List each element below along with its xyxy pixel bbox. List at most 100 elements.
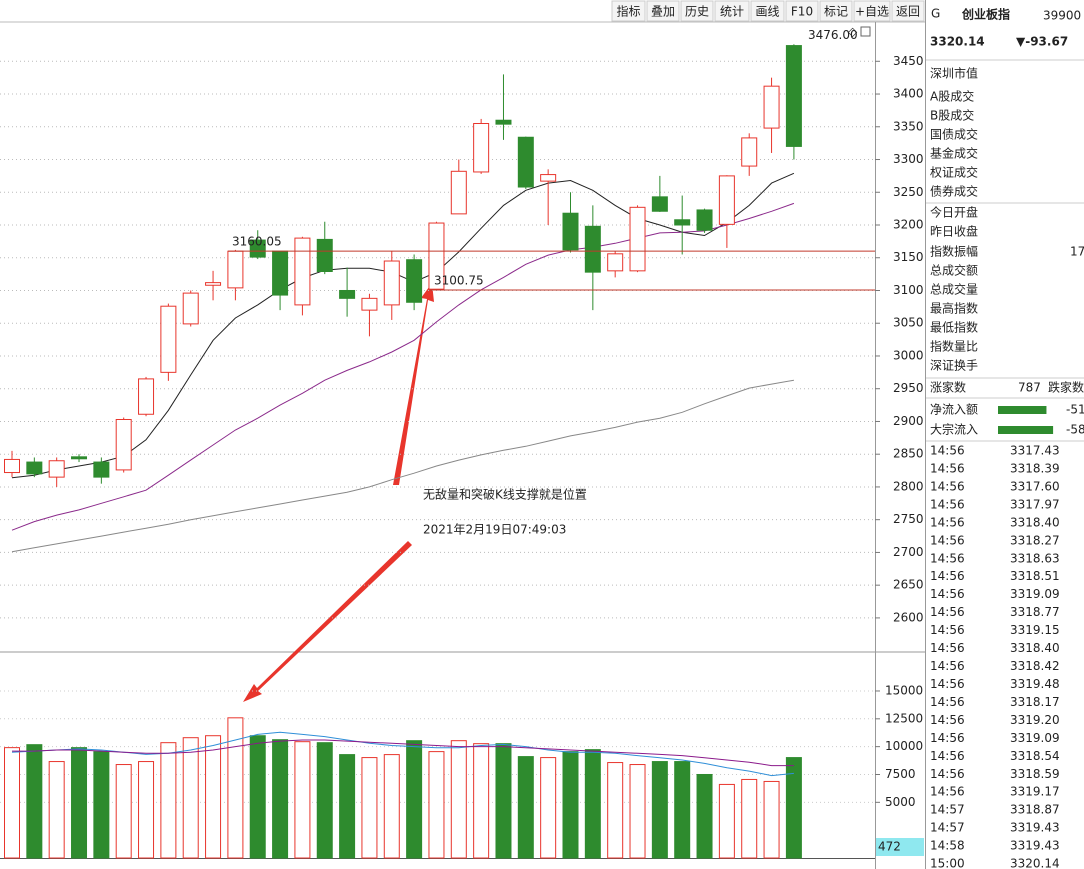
flow-label: 大宗流入 [930, 422, 978, 437]
toolbar-button[interactable] [819, 0, 853, 22]
trade-time: 14:56 [930, 533, 965, 547]
field-label: 最高指数 [930, 301, 978, 316]
candle-body [294, 237, 311, 306]
toolbar-button[interactable] [714, 0, 750, 22]
field-label: 国债成交 [930, 127, 978, 142]
candle-body [674, 219, 691, 226]
volume-bar [160, 742, 177, 859]
volume-bar [115, 764, 132, 859]
candle-body [718, 175, 735, 225]
toolbar-button[interactable] [750, 0, 785, 22]
trade-price: 3317.97 [1010, 497, 1060, 511]
candle-body [272, 250, 289, 296]
candle-body [339, 289, 356, 299]
y-tick-label: 2650 [893, 578, 924, 592]
toolbar-button[interactable] [891, 0, 925, 22]
candle-body [383, 260, 400, 306]
volume-bar [205, 735, 222, 859]
field-label: 最低指数 [930, 320, 978, 335]
field-label: 今日开盘 [930, 205, 978, 220]
toolbar-label[interactable]: 画线 [755, 5, 779, 19]
trade-time: 15:00 [930, 857, 965, 869]
volume-bar [294, 741, 311, 859]
volume-bar [517, 756, 534, 859]
trade-price: 3320.14 [1010, 857, 1060, 869]
y-tick-label: 5000 [885, 795, 916, 809]
volume-bar [227, 717, 244, 859]
flow-bar [998, 426, 1054, 434]
volume-bar [428, 751, 445, 859]
toolbar-label[interactable]: 标记 [824, 5, 848, 19]
volume-bar [406, 740, 423, 859]
icon-box[interactable] [860, 26, 871, 37]
last-price: 3320.14 [930, 35, 985, 49]
y-tick-label: 2900 [893, 414, 924, 428]
moving-average [11, 202, 795, 531]
y-tick-label: 3150 [893, 250, 924, 264]
y-tick-label: 3050 [893, 316, 924, 330]
trade-time: 14:56 [930, 515, 965, 529]
trade-time: 14:56 [930, 569, 965, 583]
trade-time: 14:56 [930, 731, 965, 745]
flag: G [931, 7, 940, 21]
trade-price: 3319.17 [1010, 785, 1060, 799]
trade-time: 14:56 [930, 767, 965, 781]
candle-body [406, 259, 423, 303]
toolbar-label[interactable]: 历史 [685, 5, 709, 19]
price-annotation: 3476.00 [808, 28, 858, 42]
breadth-value: 787 [1018, 381, 1041, 395]
volume-bar [272, 739, 289, 859]
price-annotation: 3100.75 [434, 273, 484, 287]
moving-average [11, 172, 795, 479]
candle-body [227, 250, 244, 289]
field-label: 债券成交 [930, 184, 978, 199]
candle-body [205, 282, 222, 286]
toolbar-label[interactable]: 返回 [896, 5, 920, 19]
volume-bar [26, 744, 43, 859]
annotation-text: 无敌量和突破K线支撑就是位置 [423, 487, 587, 502]
candle-body [741, 137, 758, 167]
toolbar-button[interactable] [853, 0, 891, 22]
candle-body [182, 292, 199, 325]
volume-bar [718, 783, 735, 859]
trade-price: 3318.40 [1010, 515, 1060, 529]
volume-bar [785, 757, 802, 859]
toolbar-button[interactable] [611, 0, 646, 22]
y-tick-label: 3250 [893, 185, 924, 199]
annotation-text: 2021年2月19日07:49:03 [423, 523, 566, 537]
toolbar-button[interactable] [680, 0, 714, 22]
trade-time: 14:56 [930, 749, 965, 763]
icon-diamond[interactable]: ◇ [848, 25, 858, 39]
trade-time: 14:57 [930, 803, 965, 817]
trade-price: 3317.43 [1010, 444, 1060, 458]
candle-body [785, 45, 802, 147]
trade-price: 3319.43 [1010, 839, 1060, 853]
trade-price: 3319.20 [1010, 713, 1060, 727]
volume-bar [495, 743, 512, 859]
volume-bar [339, 754, 356, 859]
toolbar-label[interactable]: F10 [791, 5, 813, 19]
arrow [393, 283, 434, 485]
y-tick-label: 2850 [893, 447, 924, 461]
index-code: 39900 [1043, 9, 1081, 23]
toolbar-label[interactable]: 统计 [720, 5, 744, 19]
candle-body [138, 378, 155, 415]
toolbar-label[interactable]: 指标 [616, 4, 640, 19]
y-tick-label: 3300 [893, 152, 924, 166]
toolbar-button[interactable] [785, 0, 819, 22]
candle-body [584, 225, 601, 273]
volume-bar [651, 761, 668, 859]
toolbar-label[interactable]: +自选 [855, 5, 889, 19]
y-tick-label: 2700 [893, 545, 924, 559]
candle-body [450, 170, 467, 215]
y-tick-label: 2750 [893, 512, 924, 526]
y-tick-label: 2800 [893, 479, 924, 493]
y-tick-label: 3400 [893, 87, 924, 101]
toolbar-label[interactable]: 叠加 [651, 5, 675, 19]
trade-price: 3318.87 [1010, 803, 1060, 817]
trade-price: 3318.27 [1010, 533, 1060, 547]
trade-time: 14:56 [930, 677, 965, 691]
trade-time: 14:58 [930, 839, 965, 853]
volume-bar [629, 764, 646, 859]
toolbar-button[interactable] [646, 0, 680, 22]
